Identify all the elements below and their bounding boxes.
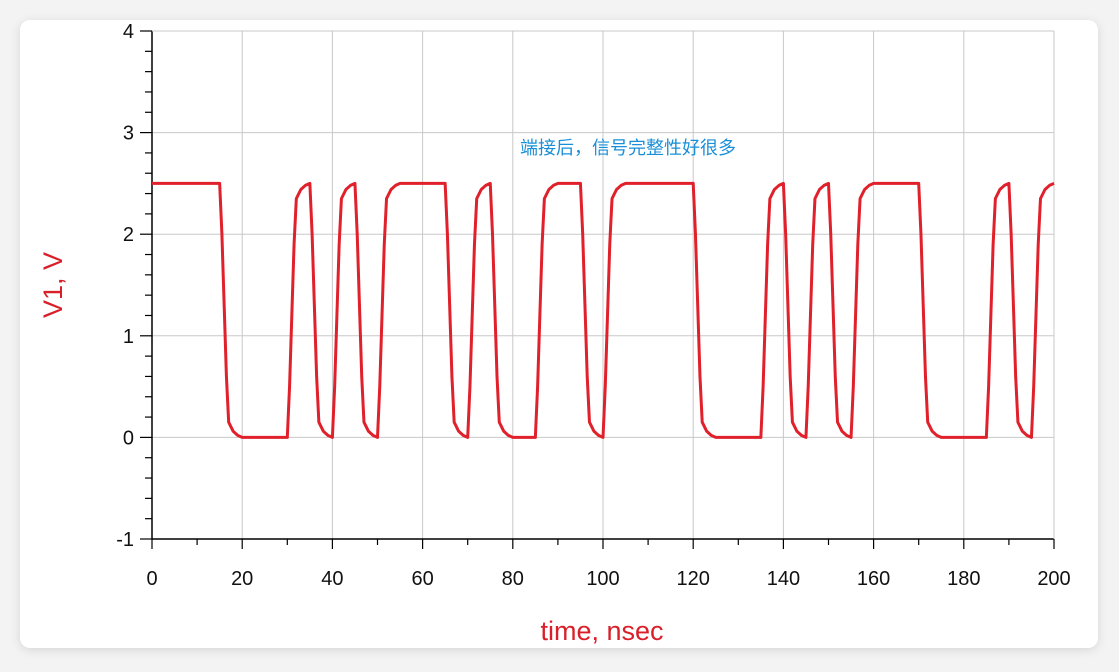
- y-tick-label: -1: [116, 529, 134, 551]
- x-tick-label: 0: [146, 568, 157, 590]
- y-tick-label: 0: [123, 427, 134, 449]
- y-tick-label: 2: [123, 224, 134, 246]
- y-tick-label: 3: [123, 123, 134, 145]
- x-tick-label: 60: [411, 568, 433, 590]
- x-axis-title: time, nsec: [540, 616, 663, 646]
- y-tick-label: 4: [123, 21, 134, 43]
- x-tick-label: 160: [857, 568, 890, 590]
- x-tick-label: 100: [586, 568, 619, 590]
- x-tick-label: 180: [947, 568, 980, 590]
- v1-waveform-line: [152, 181, 1055, 439]
- x-tick-label: 120: [677, 568, 710, 590]
- grid: [152, 31, 1054, 539]
- tick-labels: 0 20 40 60 80 100 120 140 160 180 200 -1 0 1 2 3 4: [116, 21, 1070, 590]
- x-tick-label: 80: [502, 568, 524, 590]
- chart-annotation: 端接后，信号完整性好很多: [520, 138, 736, 159]
- series-layer: [152, 181, 1055, 439]
- x-tick-label: 40: [321, 568, 343, 590]
- x-tick-label: 20: [231, 568, 253, 590]
- axes: [140, 30, 1055, 549]
- x-tick-label: 200: [1037, 568, 1070, 590]
- y-axis-title: V1, V: [38, 252, 68, 318]
- x-tick-label: 140: [767, 568, 800, 590]
- y-tick-label: 1: [123, 326, 134, 348]
